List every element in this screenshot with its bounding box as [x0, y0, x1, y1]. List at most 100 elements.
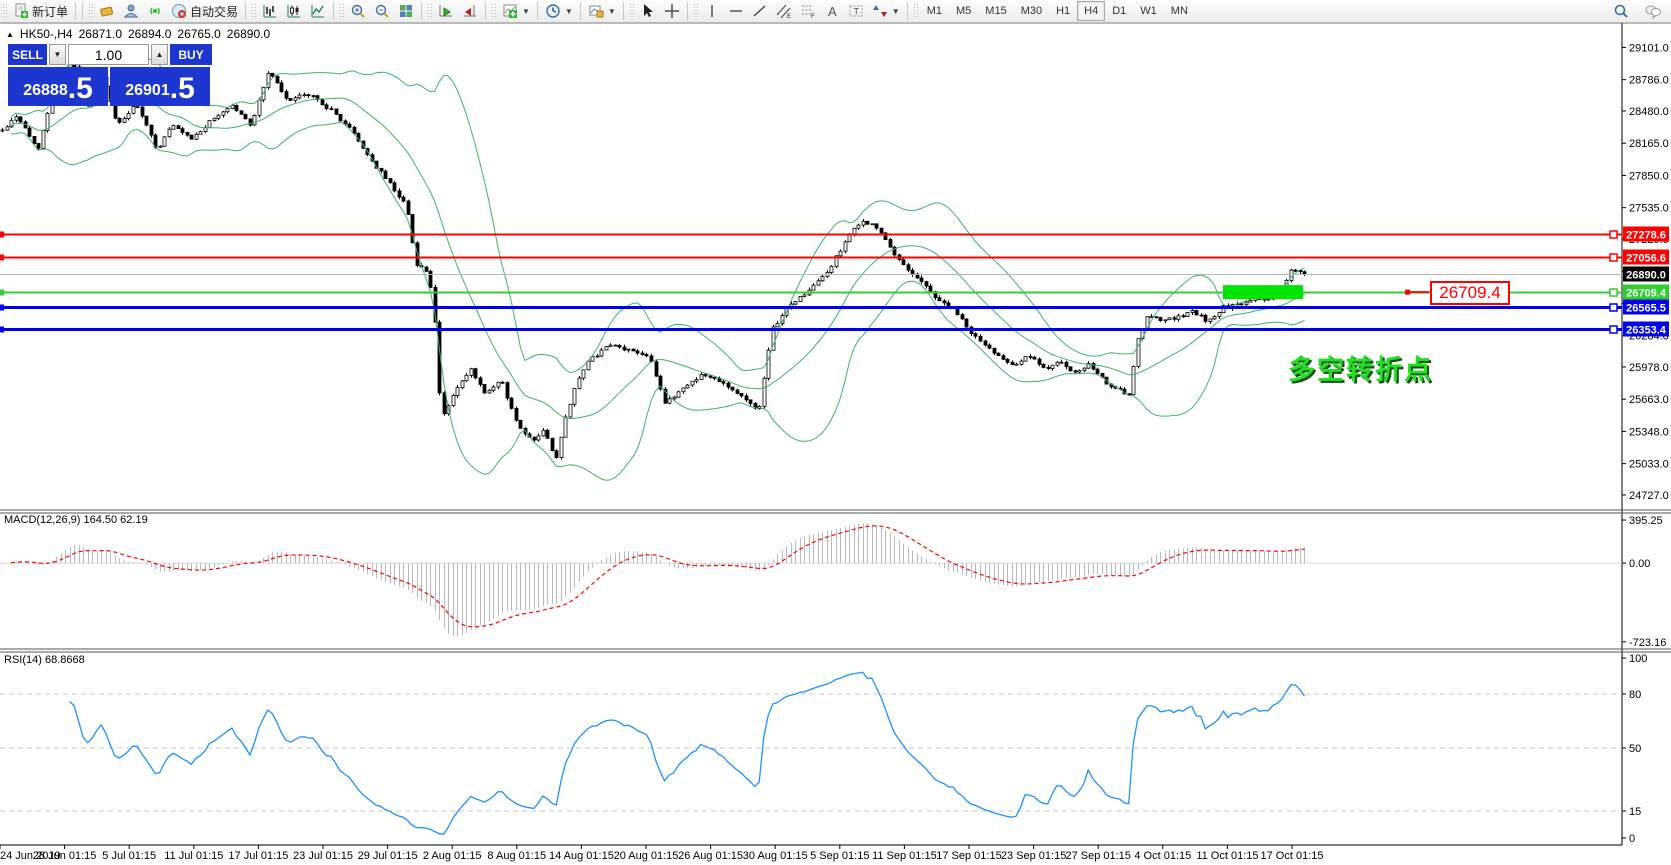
- price-line-label-bg: [1623, 284, 1669, 300]
- price-tick-label: 27535.0: [1629, 203, 1669, 215]
- rsi-tick-label: 80: [1629, 689, 1641, 701]
- search-icon[interactable]: [1609, 0, 1633, 22]
- autotrade-button[interactable]: 自动交易: [167, 0, 242, 22]
- bid-price[interactable]: 26888.5: [8, 67, 108, 106]
- vertical-line-icon[interactable]: [700, 0, 724, 22]
- crosshair-icon[interactable]: [660, 0, 684, 22]
- timeframe-m15-button[interactable]: M15: [985, 5, 1007, 17]
- time-tick-label: 11 Jul 01:15: [164, 850, 223, 862]
- macd-tick-label: -723.16: [1629, 637, 1666, 649]
- dropdown-caret-icon[interactable]: ▼: [891, 6, 900, 16]
- line-right-handle[interactable]: [1609, 303, 1618, 312]
- horizontal-line-icon[interactable]: [724, 0, 748, 22]
- timeframe-mn-button[interactable]: MN: [1170, 5, 1188, 17]
- price-tick-label: 25978.0: [1629, 362, 1669, 374]
- rsi-tick-label: 50: [1629, 743, 1641, 755]
- community-icon[interactable]: [119, 0, 143, 22]
- chat-icon[interactable]: [1641, 0, 1665, 22]
- time-tick-label: 14 Aug 01:15: [549, 850, 614, 862]
- price-tag-annotation[interactable]: 26709.4: [1430, 281, 1510, 305]
- toolbar-drag-handle[interactable]: [251, 3, 257, 19]
- trendline-icon[interactable]: [748, 0, 772, 22]
- tile-windows-icon[interactable]: [394, 0, 418, 22]
- rsi-tick-label: 100: [1629, 653, 1647, 665]
- volume-input[interactable]: 1.00: [68, 44, 149, 65]
- time-tick-label: 30 Aug 01:15: [743, 850, 808, 862]
- timeframe-d1-button[interactable]: D1: [1112, 5, 1127, 17]
- signals-icon[interactable]: [143, 0, 167, 22]
- buy-button[interactable]: BUY: [170, 44, 212, 65]
- line-left-handle: [0, 289, 4, 296]
- svg-text:E: E: [787, 14, 791, 19]
- time-tick-label: 29 Jul 01:15: [358, 850, 418, 862]
- new-order-button[interactable]: 新订单: [9, 0, 72, 22]
- arrows-icon[interactable]: ▼: [868, 0, 904, 22]
- ask-price[interactable]: 26901.5: [110, 67, 210, 106]
- toolbar: 新订单 自动交易 ▼ ▼ ▼ E F A T ▼ M1 M5 M15 M30 H1 H4 D1 W1 MN: [0, 0, 1671, 23]
- new-order-button-label: 新订单: [32, 4, 69, 19]
- timeframe-w1-button[interactable]: W1: [1140, 5, 1157, 17]
- timeframe-m5-button[interactable]: M5: [956, 5, 972, 17]
- templates-icon[interactable]: ▼: [584, 0, 620, 22]
- text-icon[interactable]: A: [820, 0, 844, 22]
- timeframe-m1-button[interactable]: M1: [926, 5, 942, 17]
- timeframe-m30-button[interactable]: M30: [1020, 5, 1043, 17]
- close-value: 26890.0: [226, 27, 271, 41]
- equidistant-channel-icon[interactable]: E: [772, 0, 796, 22]
- toolbar-drag-handle[interactable]: [692, 3, 698, 19]
- bar-chart-icon[interactable]: [258, 0, 282, 22]
- price-line-label-bg: [1623, 226, 1669, 242]
- macd-histogram: [7, 523, 1305, 637]
- zoom-in-icon[interactable]: [346, 0, 370, 22]
- toolbar-drag-handle[interactable]: [427, 3, 433, 19]
- toolbar-drag-handle[interactable]: [628, 3, 634, 19]
- chart-shift-icon[interactable]: [458, 0, 482, 22]
- svg-text:F: F: [811, 14, 815, 19]
- price-tick-label: 24727.0: [1629, 490, 1669, 502]
- mql-editor-icon[interactable]: [95, 0, 119, 22]
- toolbar-drag-handle[interactable]: [491, 3, 497, 19]
- open-value: 26871.0: [78, 27, 122, 41]
- candlestick-chart-icon[interactable]: [282, 0, 306, 22]
- timeframe-h1-button[interactable]: H1: [1056, 5, 1071, 17]
- toolbar-drag-handle[interactable]: [88, 3, 94, 19]
- time-tick-label: 23 Sep 01:15: [1001, 850, 1066, 862]
- rsi-line: [69, 671, 1306, 835]
- volume-decrease-button[interactable]: ▼: [49, 44, 66, 65]
- line-right-handle[interactable]: [1609, 253, 1618, 262]
- indicators-icon[interactable]: ▼: [498, 0, 534, 22]
- line-right-handle[interactable]: [1609, 230, 1618, 239]
- text-label-icon[interactable]: T: [844, 0, 868, 22]
- time-tick-label: 2 Aug 01:15: [423, 850, 482, 862]
- line-right-handle[interactable]: [1609, 325, 1618, 334]
- zoom-out-icon[interactable]: [370, 0, 394, 22]
- sell-button[interactable]: SELL: [8, 44, 47, 65]
- line-left-handle: [0, 231, 4, 238]
- auto-scroll-icon[interactable]: [434, 0, 458, 22]
- time-tick-label: 11 Oct 01:15: [1196, 850, 1258, 862]
- toolbar-drag-handle[interactable]: [339, 3, 345, 19]
- dropdown-caret-icon[interactable]: ▼: [564, 6, 573, 16]
- fibonacci-icon[interactable]: F: [796, 0, 820, 22]
- price-tick-label: 25348.0: [1629, 426, 1669, 438]
- volume-increase-button[interactable]: ▲: [151, 44, 168, 65]
- time-tick-label: 5 Sep 01:15: [810, 850, 869, 862]
- periods-icon[interactable]: ▼: [541, 0, 577, 22]
- cursor-icon[interactable]: [636, 0, 660, 22]
- price-line-label: 26890.0: [1626, 270, 1666, 282]
- time-tick-label: 26 Aug 01:15: [678, 850, 743, 862]
- collapse-arrow-icon[interactable]: ▲: [6, 29, 14, 39]
- bollinger-lower-band: [10, 121, 1305, 481]
- price-line-label: 26709.4: [1626, 288, 1667, 300]
- dropdown-caret-icon[interactable]: ▼: [522, 6, 530, 16]
- line-chart-icon[interactable]: [306, 0, 330, 22]
- green-highlight-zone[interactable]: [1223, 285, 1303, 300]
- toolbar-drag-handle[interactable]: [2, 3, 7, 19]
- dropdown-caret-icon[interactable]: ▼: [607, 6, 616, 16]
- macd-signal-line: [10, 525, 1305, 628]
- line-right-handle[interactable]: [1609, 288, 1618, 297]
- time-tick-label: 4 Oct 01:15: [1134, 850, 1191, 862]
- timeframe-h4-button[interactable]: H4: [1077, 1, 1106, 21]
